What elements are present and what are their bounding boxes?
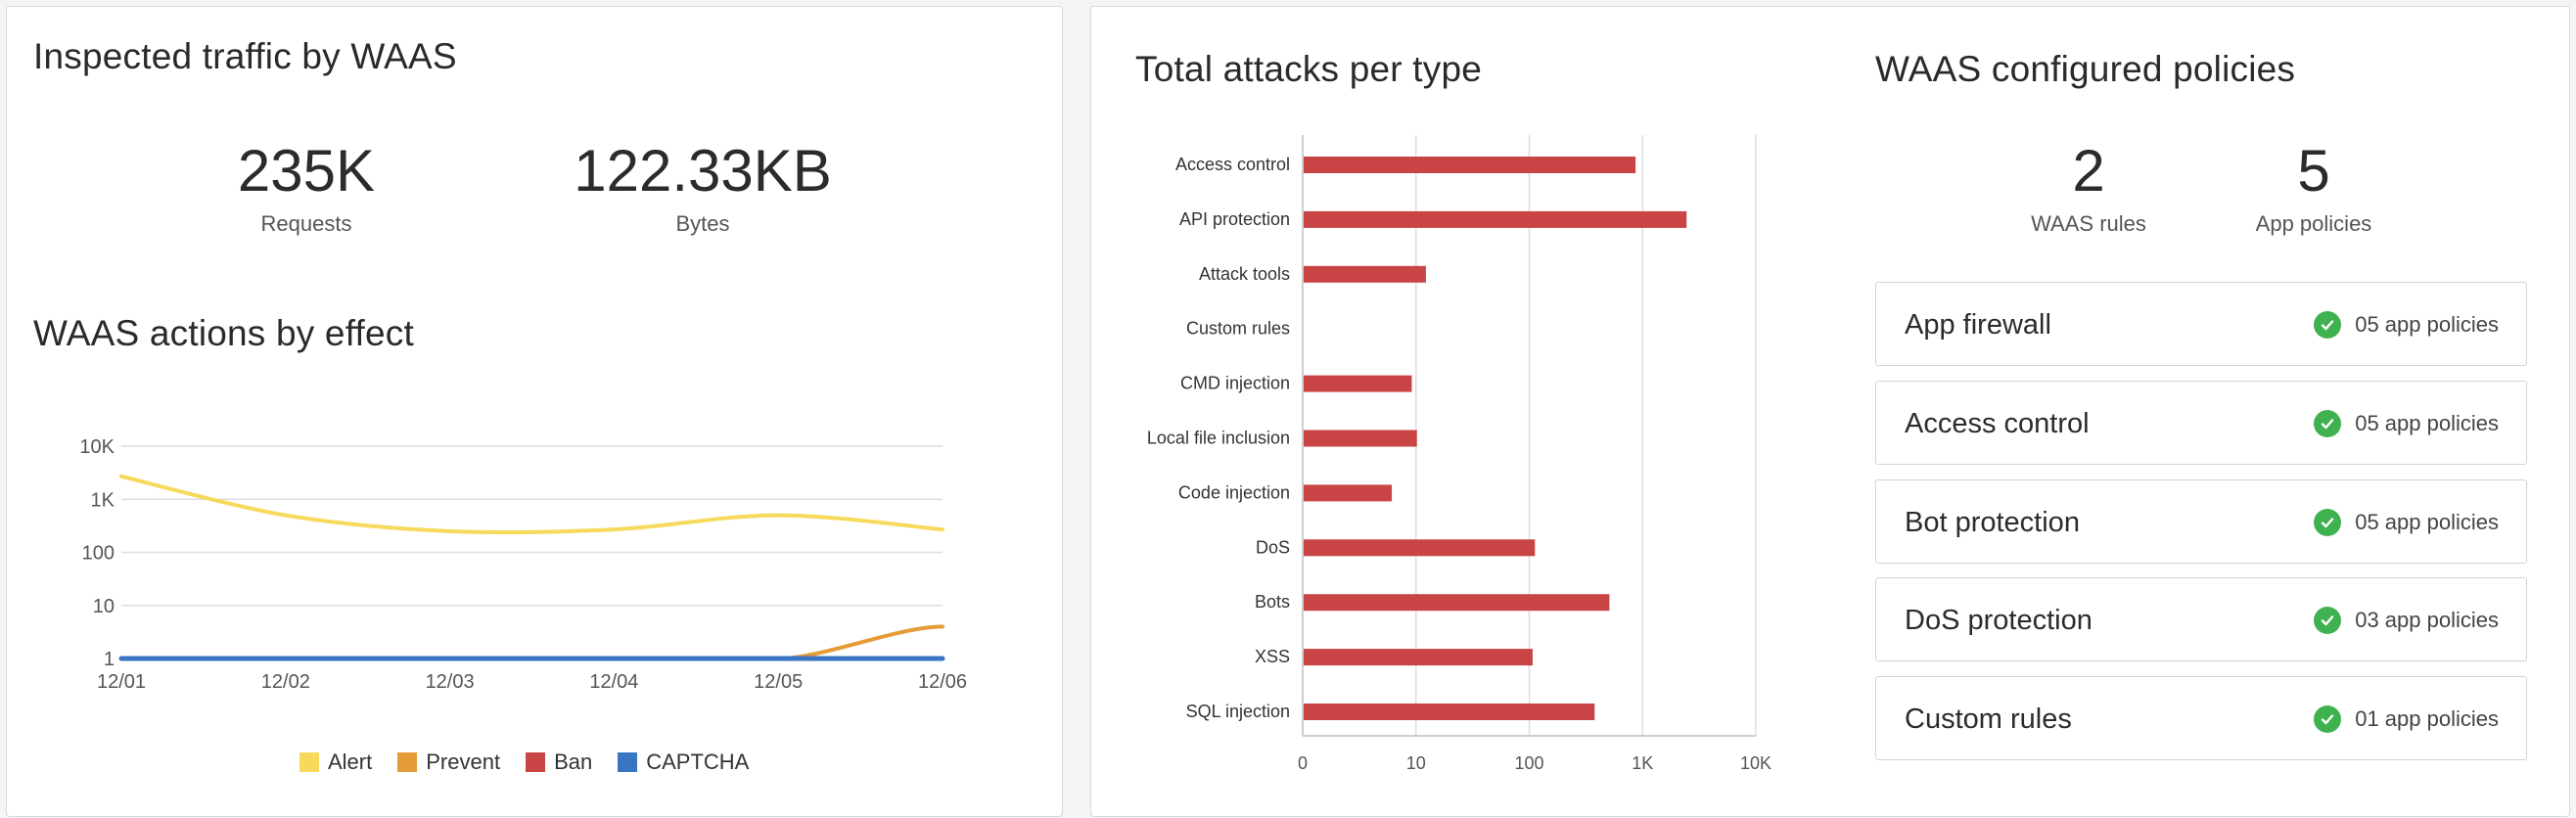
check-circle-icon: [2314, 607, 2342, 634]
policy-card-custom-rules[interactable]: Custom rules 01 app policies: [1875, 676, 2527, 760]
x-tick-label: 12/03: [426, 671, 475, 693]
check-circle-icon: [2314, 410, 2342, 437]
inspected-traffic-title: Inspected traffic by WAAS: [33, 36, 457, 76]
category-label: DoS: [1256, 537, 1290, 557]
waas-rules-value: 2: [2072, 138, 2105, 204]
actions-legend: Alert Prevent Ban CAPTCHA: [299, 750, 749, 775]
policy-status: 05 app policies: [2314, 283, 2499, 367]
category-label: Custom rules: [1186, 319, 1290, 339]
legend-swatch-captcha: [618, 752, 638, 772]
policy-card-dos-protection[interactable]: DoS protection 03 app policies: [1875, 577, 2527, 661]
category-label: Attack tools: [1199, 264, 1290, 284]
category-label: Access control: [1175, 155, 1290, 174]
bytes-label: Bytes: [675, 211, 730, 236]
bar-code-injection: [1304, 484, 1393, 502]
legend-label-ban: Ban: [554, 750, 593, 774]
policy-count: 01 app policies: [2355, 706, 2499, 731]
category-label: Local file inclusion: [1147, 429, 1290, 448]
bytes-value: 122.33KB: [574, 138, 832, 204]
legend-label-prevent: Prevent: [426, 750, 501, 774]
bar-attack-tools: [1304, 265, 1426, 283]
x-tick-label: 0: [1298, 753, 1308, 773]
y-tick-label: 10K: [79, 436, 115, 458]
attacks-title: Total attacks per type: [1135, 49, 1483, 89]
policies-title: WAAS configured policies: [1875, 49, 2296, 89]
policy-status: 01 app policies: [2314, 677, 2499, 761]
bar-access-control: [1304, 157, 1636, 173]
y-tick-label: 1K: [91, 489, 115, 511]
bar-local-file-inclusion: [1304, 430, 1417, 447]
inspected-traffic-panel: [6, 6, 1063, 817]
policy-name: App firewall: [1905, 309, 2051, 341]
x-tick-label: 10: [1406, 753, 1426, 773]
category-label: CMD injection: [1180, 374, 1290, 393]
category-label: Code injection: [1178, 482, 1290, 502]
x-tick-label: 12/06: [918, 671, 967, 693]
check-circle-icon: [2314, 509, 2342, 536]
x-tick-label: 10K: [1740, 753, 1771, 773]
category-label: SQL injection: [1186, 702, 1290, 721]
policy-count: 05 app policies: [2355, 312, 2499, 337]
waas-rules-label: WAAS rules: [2031, 211, 2146, 236]
policy-card-bot-protection[interactable]: Bot protection 05 app policies: [1875, 479, 2527, 564]
x-tick-label: 12/02: [261, 671, 310, 693]
legend-swatch-ban: [526, 752, 546, 772]
x-tick-label: 12/01: [97, 671, 146, 693]
category-label: API protection: [1179, 209, 1290, 229]
bar-sql-injection: [1304, 704, 1595, 720]
bar-xss: [1304, 649, 1533, 666]
series-line-prevent: [119, 624, 944, 660]
y-tick-label: 100: [82, 543, 115, 565]
policy-status: 05 app policies: [2314, 480, 2499, 565]
policy-count: 03 app policies: [2355, 608, 2499, 632]
category-label: Bots: [1255, 592, 1290, 612]
requests-label: Requests: [260, 211, 352, 236]
policy-name: Access control: [1905, 408, 2090, 439]
y-tick-label: 1: [104, 649, 115, 670]
actions-line-chart: 1 10 100 1K 10K 12/01 12/02 12/03 12/04 12/05 12/0…: [79, 436, 967, 693]
policy-count: 05 app policies: [2355, 510, 2499, 534]
policy-card-access-control[interactable]: Access control 05 app policies: [1875, 381, 2527, 465]
policy-count: 05 app policies: [2355, 411, 2499, 435]
policy-name: DoS protection: [1905, 605, 2093, 636]
policy-card-app-firewall[interactable]: App firewall 05 app policies: [1875, 282, 2527, 366]
requests-value: 235K: [237, 138, 376, 204]
check-circle-icon: [2314, 311, 2342, 339]
legend-item-ban[interactable]: Ban: [526, 750, 592, 775]
y-tick-label: 10: [93, 596, 115, 617]
legend-label-captcha: CAPTCHA: [646, 750, 750, 774]
legend-item-alert[interactable]: Alert: [299, 750, 372, 775]
bar-bots: [1304, 594, 1610, 612]
legend-swatch-prevent: [397, 752, 418, 772]
legend-swatch-alert: [299, 752, 319, 772]
bar-api-protection: [1304, 210, 1687, 228]
bar-cmd-injection: [1304, 375, 1412, 392]
category-label: XSS: [1255, 647, 1290, 666]
policy-status: 05 app policies: [2314, 382, 2499, 466]
series-line-alert: [119, 474, 944, 535]
x-tick-label: 1K: [1632, 753, 1653, 773]
legend-item-prevent[interactable]: Prevent: [397, 750, 500, 775]
legend-item-captcha[interactable]: CAPTCHA: [618, 750, 749, 775]
x-tick-label: 100: [1514, 753, 1543, 773]
policy-name: Custom rules: [1905, 704, 2072, 735]
x-tick-label: 12/04: [589, 671, 638, 693]
app-policies-value: 5: [2297, 138, 2330, 204]
policy-name: Bot protection: [1905, 507, 2080, 538]
bar-dos: [1304, 539, 1536, 557]
legend-label-alert: Alert: [328, 750, 373, 774]
check-circle-icon: [2314, 705, 2342, 733]
x-tick-label: 12/05: [754, 671, 803, 693]
attacks-bar-chart: 0 10 100 1K 10K Access control API protection A…: [1147, 135, 1771, 773]
actions-title: WAAS actions by effect: [33, 313, 414, 353]
policy-status: 03 app policies: [2314, 578, 2499, 662]
app-policies-label: App policies: [2255, 211, 2372, 236]
